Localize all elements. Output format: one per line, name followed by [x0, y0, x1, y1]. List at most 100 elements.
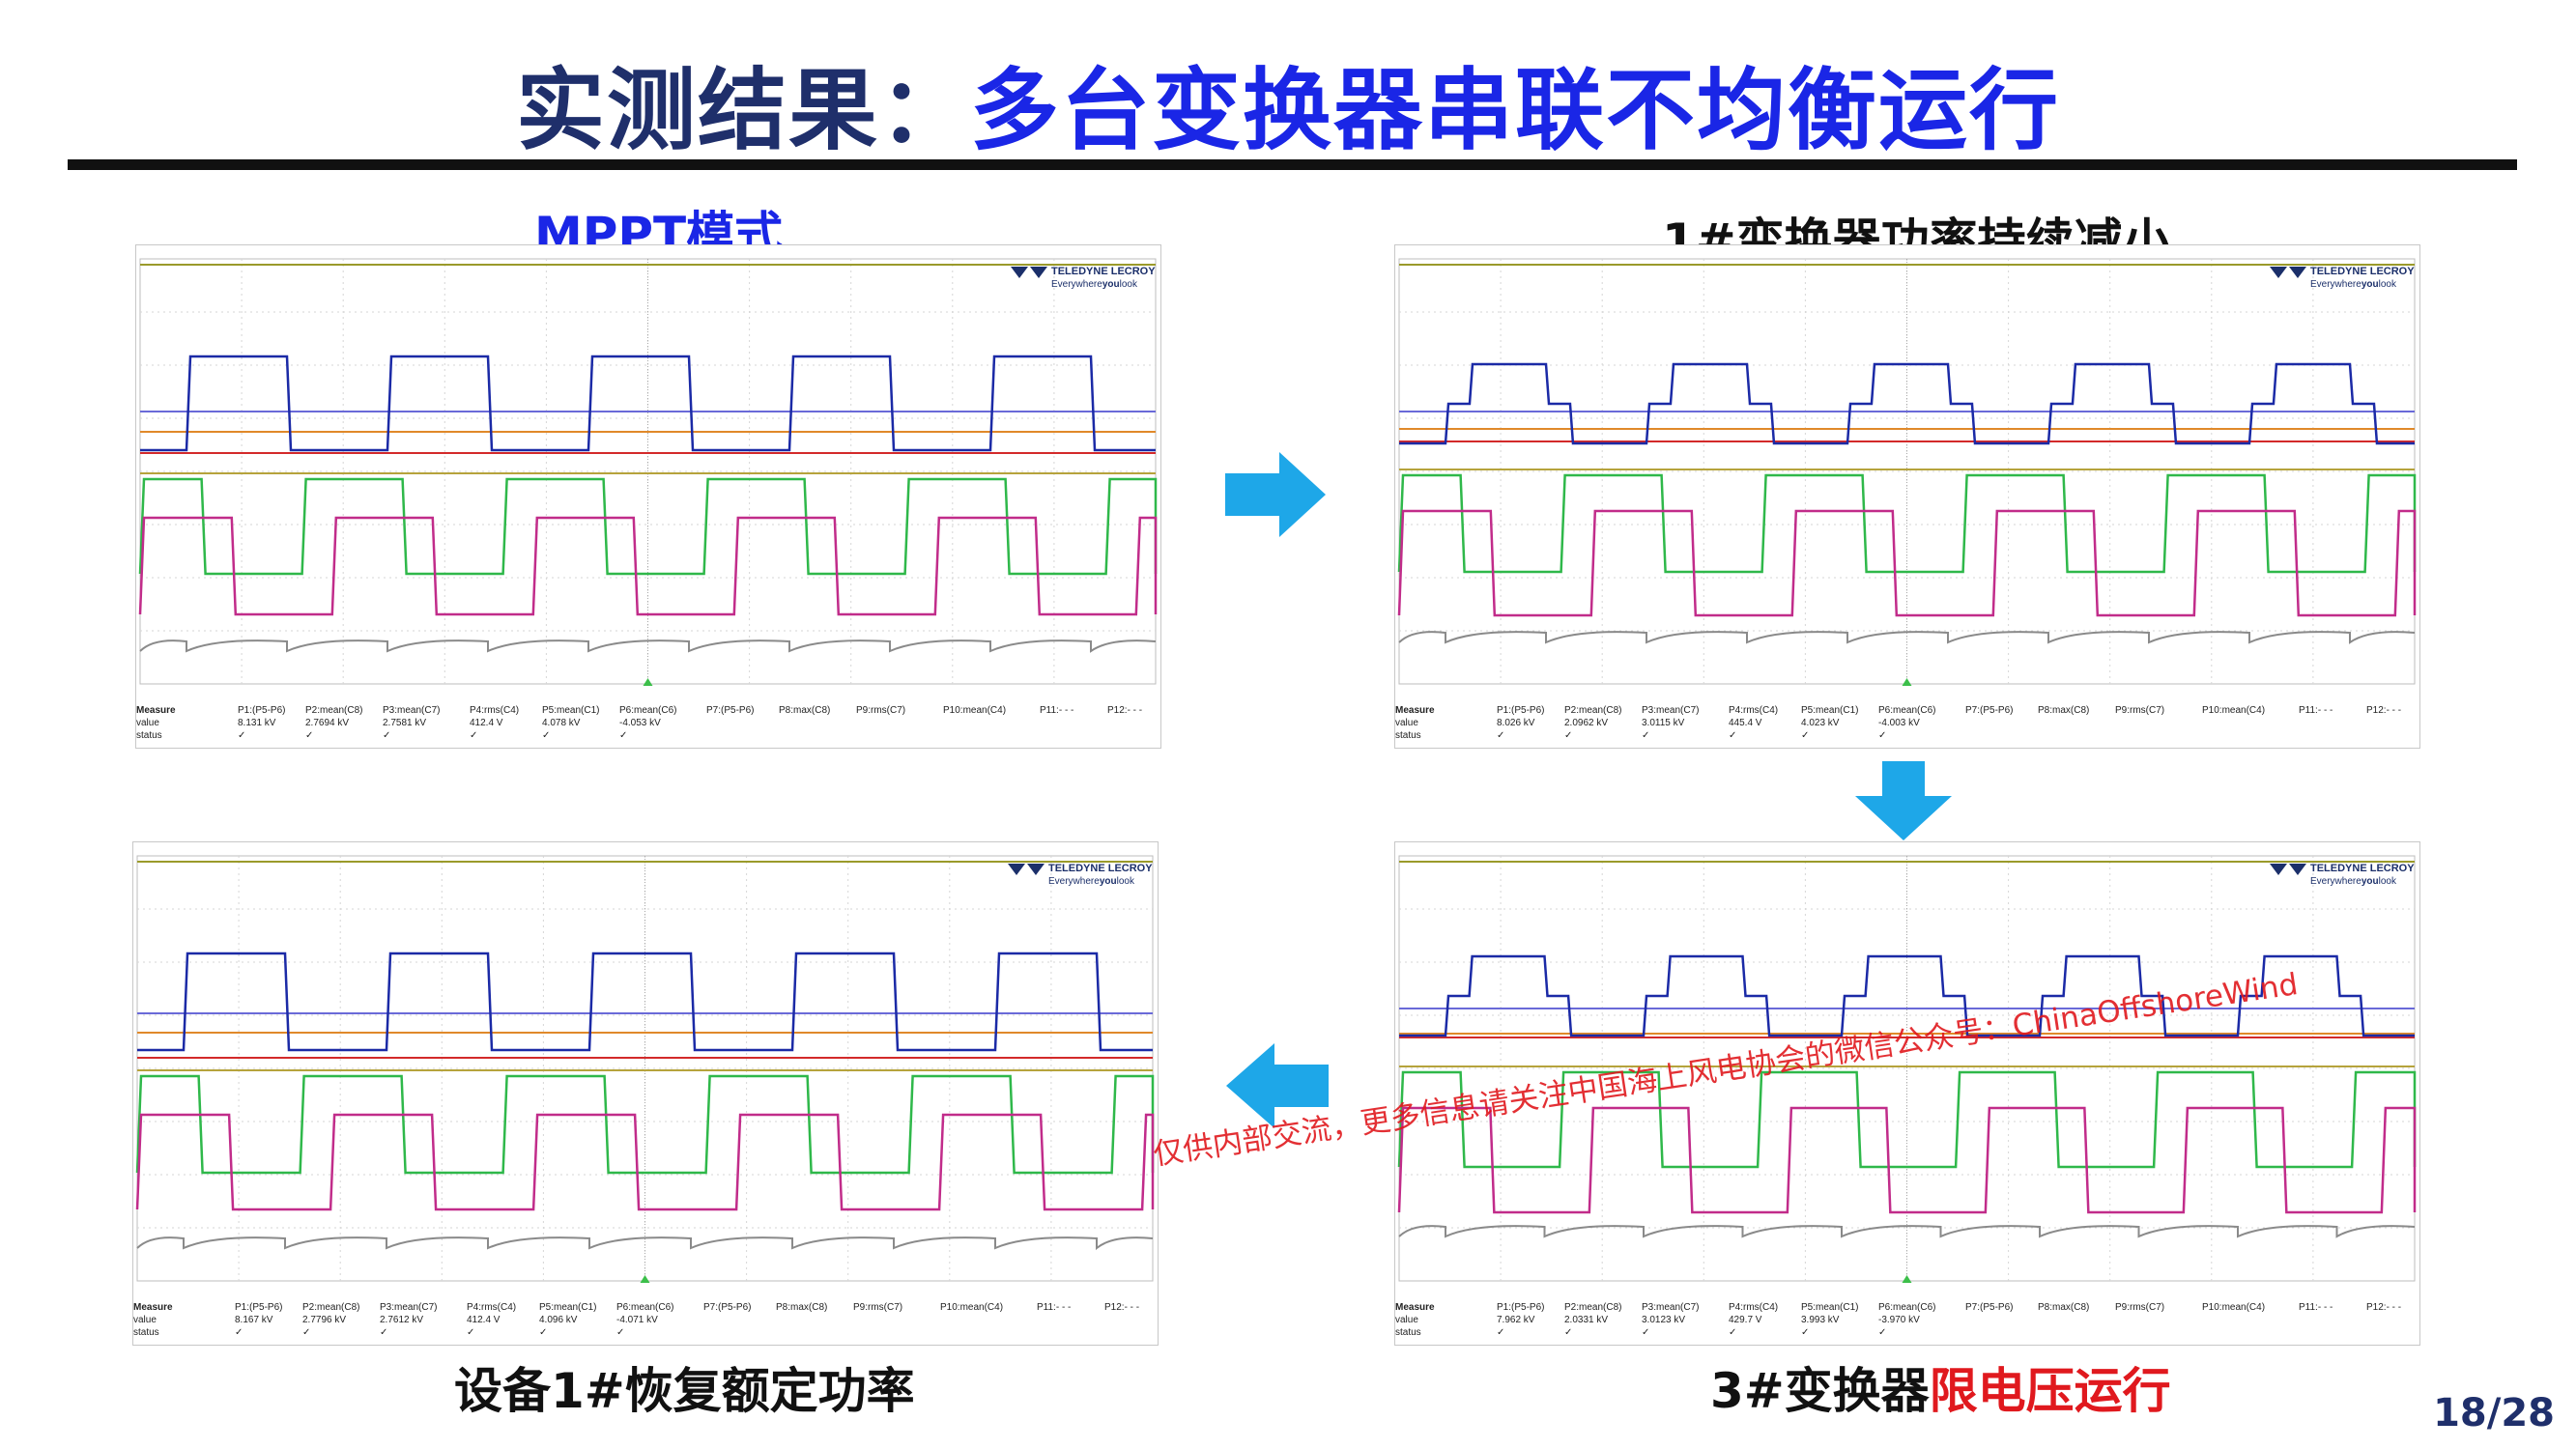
measure-cell: ✓ — [1564, 1327, 1573, 1338]
measure-cell: Measure — [1395, 705, 1435, 716]
measure-cell: ✓ — [383, 730, 391, 741]
measure-cell: ✓ — [380, 1327, 388, 1338]
teledyne-lecroy-logo: TELEDYNE LECROY Everywhereyoulook — [2270, 863, 2415, 887]
trigger-marker-icon — [1902, 678, 1912, 686]
measure-cell: ✓ — [539, 1327, 548, 1338]
measure-cell: P12:- - - — [1107, 705, 1143, 716]
trace-green-square — [138, 477, 1158, 576]
measure-cell: P8:max(C8) — [2038, 705, 2090, 716]
measure-table: Measure P1:(P5-P6) P2:mean(C8) P3:mean(C7) P… — [1395, 1294, 2419, 1345]
measure-cell: ✓ — [302, 1327, 311, 1338]
measure-cell: P8:max(C8) — [776, 1302, 828, 1313]
logo-mark-icon — [2289, 864, 2306, 875]
measure-cell: P3:mean(C7) — [380, 1302, 438, 1313]
measure-row-headers: Measure P1:(P5-P6) P2:mean(C8) P3:mean(C7) P… — [136, 705, 1160, 717]
measure-cell: P1:(P5-P6) — [1497, 705, 1545, 716]
measure-cell: Measure — [133, 1302, 173, 1313]
measure-row-values: value 8.026 kV 2.0962 kV 3.0115 kV 445.4 V 4.… — [1395, 718, 2419, 729]
measure-cell: 429.7 V — [1729, 1315, 1762, 1325]
title-part-1: 实测结果： — [515, 59, 970, 162]
caption-highlight: 限电压运行 — [1929, 1363, 2171, 1419]
measure-cell: ✓ — [238, 730, 246, 741]
measure-cell: ✓ — [619, 730, 628, 741]
logo-tagline: Everywhereyoulook — [2310, 279, 2397, 290]
measure-cell: P10:mean(C4) — [943, 705, 1007, 716]
measure-cell: P9:rms(C7) — [853, 1302, 903, 1313]
measure-cell: Measure — [1395, 1302, 1435, 1313]
scope-screen: TELEDYNE LECROY Everywhereyoulook — [1397, 258, 2417, 686]
logo-tagline: Everywhereyoulook — [2310, 876, 2397, 887]
measure-row-status: status ✓ ✓ ✓ ✓ ✓ ✓ — [1395, 1327, 2419, 1339]
measure-cell: ✓ — [235, 1327, 243, 1338]
measure-cell: P7:(P5-P6) — [1965, 705, 2014, 716]
measure-row-status: status ✓ ✓ ✓ ✓ ✓ ✓ — [1395, 730, 2419, 742]
measure-cell: P4:rms(C4) — [470, 705, 520, 716]
measure-cell: 8.026 kV — [1497, 718, 1535, 728]
logo-brand: TELEDYNE LECROY — [2310, 266, 2415, 277]
measure-cell: P3:mean(C7) — [1642, 705, 1700, 716]
trace-green-square — [1397, 1070, 2417, 1169]
trace-blue-square — [1399, 954, 2415, 1037]
measure-row-values: value 8.167 kV 2.7796 kV 2.7612 kV 412.4 V 4.… — [133, 1315, 1158, 1326]
trace-blue-square — [140, 355, 1156, 452]
measure-cell: -4.071 kV — [616, 1315, 658, 1325]
measure-cell: ✓ — [1878, 730, 1887, 741]
measure-row-values: value 8.131 kV 2.7694 kV 2.7581 kV 412.4 V 4.… — [136, 718, 1160, 729]
measure-cell: P8:max(C8) — [779, 705, 831, 716]
measure-cell: P2:mean(C8) — [1564, 705, 1622, 716]
measure-cell: P12:- - - — [2366, 705, 2402, 716]
measure-cell: ✓ — [1497, 1327, 1505, 1338]
trace-gray-ramp — [1398, 631, 2416, 644]
measure-cell: P3:mean(C7) — [383, 705, 441, 716]
measure-cell: P1:(P5-P6) — [235, 1302, 283, 1313]
measure-cell: P11:- - - — [1037, 1302, 1072, 1313]
logo-tagline: Everywhereyoulook — [1051, 279, 1138, 290]
arrow-down-icon — [1855, 761, 1952, 840]
measure-cell: ✓ — [305, 730, 314, 741]
logo-mark-icon — [1030, 267, 1047, 278]
measure-cell: value — [1395, 718, 1418, 728]
measure-cell: ✓ — [1878, 1327, 1887, 1338]
slide-title: 实测结果：多台变换器串联不均衡运行 — [0, 39, 2576, 167]
measure-cell: P4:rms(C4) — [1729, 1302, 1779, 1313]
measure-cell: P8:max(C8) — [2038, 1302, 2090, 1313]
measure-cell: status — [136, 730, 162, 741]
measure-cell: P11:- - - — [1040, 705, 1074, 716]
measure-cell: value — [136, 718, 159, 728]
measure-cell: 412.4 V — [470, 718, 503, 728]
measure-cell: P3:mean(C7) — [1642, 1302, 1700, 1313]
measure-cell: 4.023 kV — [1801, 718, 1840, 728]
measure-cell: 3.0115 kV — [1642, 718, 1685, 728]
measure-cell: 8.131 kV — [238, 718, 276, 728]
trigger-marker-icon — [640, 1275, 650, 1283]
logo-mark-icon — [2270, 267, 2287, 278]
measure-cell: ✓ — [616, 1327, 625, 1338]
measure-cell: P12:- - - — [2366, 1302, 2402, 1313]
measure-cell: P6:mean(C6) — [1878, 1302, 1936, 1313]
measure-cell: P6:mean(C6) — [1878, 705, 1936, 716]
measure-cell: P12:- - - — [1104, 1302, 1140, 1313]
logo-brand: TELEDYNE LECROY — [1051, 266, 1156, 277]
scope-screen: TELEDYNE LECROY Everywhereyoulook — [138, 258, 1158, 686]
measure-cell: ✓ — [1729, 1327, 1737, 1338]
trace-magenta-square — [135, 1113, 1155, 1211]
measure-cell: 412.4 V — [467, 1315, 501, 1325]
measure-cell: 445.4 V — [1729, 718, 1762, 728]
measure-cell: P11:- - - — [2299, 1302, 2333, 1313]
logo-mark-icon — [2289, 267, 2306, 278]
measure-cell: status — [1395, 730, 1421, 741]
measure-cell: status — [1395, 1327, 1421, 1338]
measure-cell: ✓ — [470, 730, 478, 741]
measure-cell: ✓ — [467, 1327, 475, 1338]
measure-cell: P6:mean(C6) — [619, 705, 677, 716]
arrow-left-icon — [1226, 1043, 1329, 1128]
measure-table: Measure P1:(P5-P6) P2:mean(C8) P3:mean(C7) P… — [136, 697, 1160, 748]
measure-row-headers: Measure P1:(P5-P6) P2:mean(C8) P3:mean(C7) P… — [133, 1302, 1158, 1314]
trace-blue-square — [137, 952, 1153, 1052]
measure-cell: P2:mean(C8) — [305, 705, 363, 716]
measure-row-status: status ✓ ✓ ✓ ✓ ✓ ✓ — [136, 730, 1160, 742]
trace-blue-square — [1399, 362, 2415, 445]
teledyne-lecroy-logo: TELEDYNE LECROY Everywhereyoulook — [1011, 266, 1156, 290]
measure-cell: P1:(P5-P6) — [1497, 1302, 1545, 1313]
measure-cell: 2.7581 kV — [383, 718, 427, 728]
